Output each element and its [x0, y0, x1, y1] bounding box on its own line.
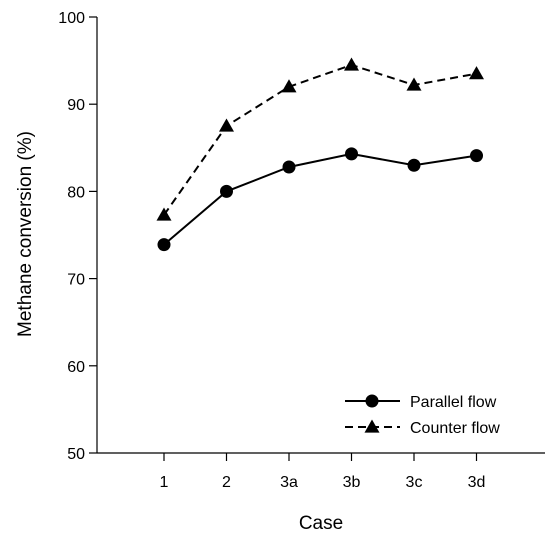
legend: Parallel flow Counter flow: [345, 394, 500, 437]
y-axis-title: Methane conversion (%): [15, 131, 36, 337]
x-tick-label: 3d: [468, 474, 486, 491]
x-tick-label: 1: [160, 474, 169, 491]
parallel-flow-point: [220, 184, 233, 198]
parallel-flow-line: [163, 152, 477, 246]
counter-flow-point: [469, 66, 484, 80]
series-layer: [156, 57, 484, 252]
legend-counter-flow-marker: [364, 419, 380, 433]
y-tick-label: 50: [67, 446, 85, 463]
y-tick-label: 90: [67, 97, 85, 114]
x-axis-title: Case: [299, 513, 343, 534]
y-tick-label: 100: [58, 10, 85, 27]
parallel-flow-point: [157, 238, 171, 252]
x-tick-label: 3b: [343, 474, 361, 491]
axes: 50 60 70 80 90 100 1 2 3a 3b 3c 3d: [58, 10, 545, 491]
legend-parallel-flow-label: Parallel flow: [410, 394, 497, 411]
parallel-flow-point: [407, 158, 421, 172]
x-tick-label: 3a: [280, 474, 298, 491]
counter-flow-line: [163, 63, 477, 216]
counter-flow-point: [281, 79, 297, 93]
legend-counter-flow-label: Counter flow: [410, 420, 500, 437]
counter-flow-point: [406, 77, 422, 91]
parallel-flow-point: [470, 149, 483, 163]
counter-flow-point: [344, 57, 359, 71]
counter-flow-point: [156, 207, 172, 221]
y-tick-label: 80: [67, 184, 85, 201]
x-tick-label: 3c: [406, 474, 423, 491]
counter-flow-point: [219, 118, 234, 132]
parallel-flow-point: [282, 160, 296, 174]
x-tick-label: 2: [222, 474, 231, 491]
legend-parallel-flow-marker: [365, 394, 379, 408]
y-tick-label: 60: [67, 359, 85, 376]
parallel-flow-point: [345, 147, 358, 161]
y-tick-label: 70: [67, 272, 85, 289]
